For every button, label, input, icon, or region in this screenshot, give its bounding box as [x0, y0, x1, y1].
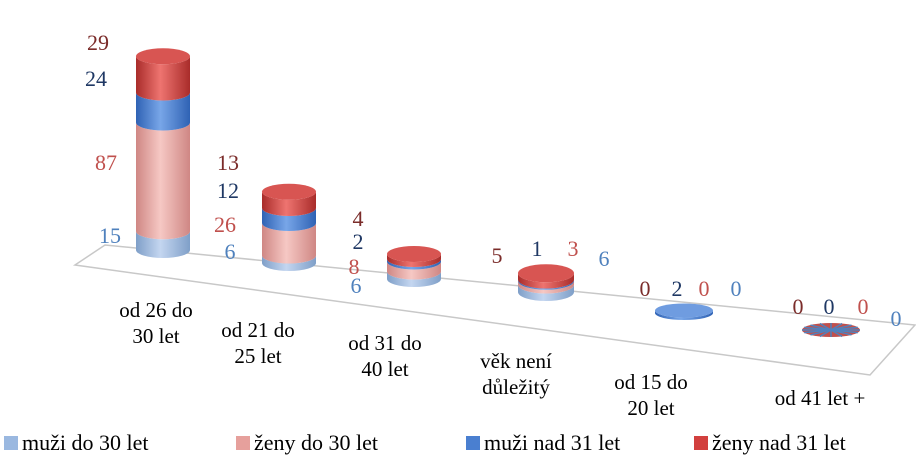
bar-segment-1-1 [262, 223, 316, 264]
data-label-2-1: 8 [349, 254, 360, 279]
data-label-2-3: 4 [353, 206, 364, 231]
data-label-0-1: 87 [95, 150, 117, 175]
data-label-3-0: 6 [599, 246, 610, 271]
category-label-2: od 31 do 40 let [348, 331, 422, 381]
bar-top-3 [518, 264, 574, 283]
bar-segment-0-1 [136, 122, 190, 240]
data-label-5-2: 0 [824, 294, 835, 319]
category-label-1: od 21 do 25 let [221, 318, 295, 368]
bar-segment-4-2 [655, 310, 713, 320]
bar-segment-2-1 [387, 261, 441, 280]
legend-label-0: muži do 30 let [22, 430, 149, 455]
bar-segment-3-1 [518, 280, 574, 294]
data-label-0-0: 15 [99, 223, 121, 248]
bar-segment-1-2 [262, 208, 316, 231]
legend-swatch-3 [694, 436, 708, 450]
data-label-3-2: 1 [532, 236, 543, 261]
category-label-0: od 26 do 30 let [119, 298, 193, 348]
legend: muži do 30 let ženy do 30 let muži nad 3… [0, 428, 916, 462]
bar-segment-3-3 [518, 273, 574, 289]
data-label-5-3: 0 [793, 294, 804, 319]
legend-label-2: muži nad 31 let [484, 430, 621, 455]
bars-layer [136, 48, 860, 338]
data-label-1-2: 12 [217, 178, 239, 203]
bar-top-0 [136, 48, 190, 65]
bar-segment-1-3 [262, 191, 316, 216]
legend-swatch-2 [466, 436, 480, 450]
data-label-5-0: 0 [891, 306, 902, 331]
bar-top-2 [387, 246, 441, 262]
bar-segment-0-3 [136, 56, 190, 101]
chart-floor [72, 244, 916, 376]
data-label-5-1: 0 [858, 294, 869, 319]
bar-segment-2-0 [387, 271, 441, 287]
legend-label-1: ženy do 30 let [254, 430, 379, 455]
data-label-2-2: 2 [353, 229, 364, 254]
category-label-3: věk není důležitý [480, 349, 552, 399]
data-label-2-0: 6 [351, 273, 362, 298]
legend-label-3: ženy nad 31 let [712, 430, 846, 455]
legend-item-1: ženy do 30 let [236, 430, 378, 456]
bar-top-stripe-5-7 [804, 326, 858, 334]
bar-top-4 [655, 303, 713, 318]
bar-segment-3-0 [518, 284, 574, 301]
bar-segment-0-2 [136, 92, 190, 131]
legend-item-3: ženy nad 31 let [694, 430, 846, 456]
data-label-4-1: 0 [699, 276, 710, 301]
legend-swatch-0 [4, 436, 18, 450]
data-label-0-3: 29 [87, 30, 109, 55]
data-label-1-0: 6 [225, 239, 236, 264]
bar-segment-2-2 [387, 259, 441, 270]
bar-segment-2-3 [387, 254, 441, 267]
legend-swatch-1 [236, 436, 250, 450]
legend-item-0: muži do 30 let [4, 430, 148, 456]
bar-top-1 [262, 183, 316, 200]
bar-segment-1-0 [262, 255, 316, 271]
data-label-1-3: 13 [217, 150, 239, 175]
data-label-4-3: 0 [640, 276, 651, 301]
category-label-5: od 41 let + [774, 386, 866, 410]
data-label-3-3: 5 [492, 243, 503, 268]
data-label-0-2: 24 [85, 66, 107, 91]
bar-segment-0-0 [136, 231, 190, 258]
data-label-4-2: 2 [672, 276, 683, 301]
data-label-4-0: 0 [731, 276, 742, 301]
data-label-3-1: 3 [568, 236, 579, 261]
category-label-4: od 15 do 20 let [614, 370, 688, 420]
data-label-1-1: 26 [214, 212, 236, 237]
legend-item-2: muži nad 31 let [466, 430, 620, 456]
